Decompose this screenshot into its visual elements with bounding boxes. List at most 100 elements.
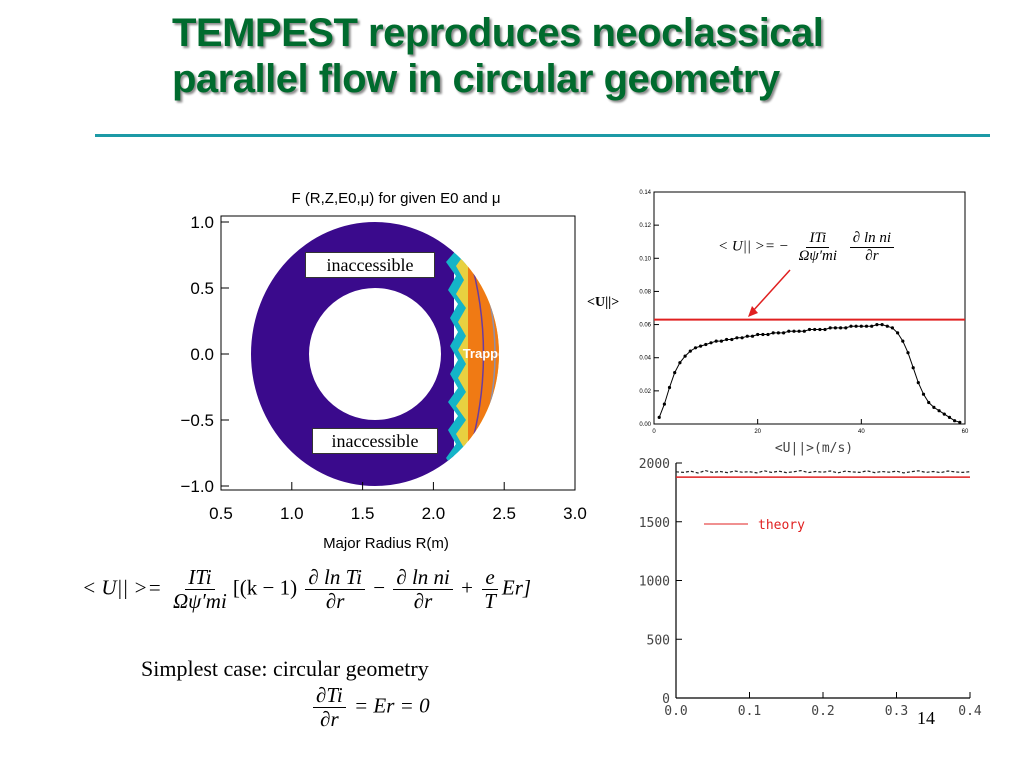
heatmap-y-tick-label: −0.5 xyxy=(180,411,214,430)
flow-profile-point xyxy=(864,324,869,328)
flow-profile-points xyxy=(657,323,962,424)
slide-title: TEMPEST reproduces neoclassical parallel… xyxy=(172,10,1002,102)
flow-profile-point xyxy=(901,339,905,343)
flow-history-y-tick-label: 1500 xyxy=(639,516,670,531)
flow-profile-point xyxy=(859,324,863,328)
flow-profile-point xyxy=(699,344,703,348)
flow-history-x-tick-label: 0.1 xyxy=(738,704,761,719)
main-eq-dn: ∂ ln ni ∂r xyxy=(393,565,453,614)
simple-case-equation: ∂Ti ∂r = Er = 0 xyxy=(310,683,430,732)
flow-history-series-line xyxy=(675,469,971,474)
flow-profile-y-tick-label: 0.14 xyxy=(639,190,651,196)
inset-fraction-1-den: Ωψ′mi xyxy=(798,247,838,264)
flow-profile-point xyxy=(813,327,817,332)
flow-profile-point xyxy=(693,346,698,350)
flow-profile-point xyxy=(844,326,848,330)
main-eq-er: Er] xyxy=(501,575,532,600)
flow-profile-point xyxy=(662,402,667,406)
flow-profile-point xyxy=(911,366,915,370)
flow-profile-point xyxy=(714,339,718,343)
main-eq-dT: ∂ ln Ti ∂r xyxy=(305,565,365,614)
flow-profile-point xyxy=(953,419,957,423)
heatmap-y-tick-label: −1.0 xyxy=(180,477,214,496)
main-eq-dn-num: ∂ ln ni xyxy=(393,565,453,591)
flow-profile-point xyxy=(792,329,796,333)
flow-profile-point xyxy=(823,327,827,332)
flow-profile-point xyxy=(828,326,832,330)
flow-history-x-tick-label: 0.2 xyxy=(811,704,834,719)
flow-profile-frame xyxy=(653,191,966,425)
inset-formula-lhs: < U|| >= − xyxy=(718,238,789,255)
main-eq-eT-den: T xyxy=(484,589,496,614)
flow-profile-point xyxy=(745,334,749,338)
inaccessible-label-top: inaccessible xyxy=(305,252,435,278)
simple-eq-fraction: ∂Ti ∂r xyxy=(313,683,346,732)
flow-profile-point xyxy=(719,339,724,343)
main-eq-eT: e T xyxy=(481,565,499,614)
flow-profile-annotation: <U||> xyxy=(587,295,619,310)
flow-profile-point xyxy=(725,337,729,342)
main-eq-fraction-den: Ωψ′mi xyxy=(172,589,227,614)
flow-profile-point xyxy=(807,327,812,332)
main-eq-dT-den: ∂r xyxy=(325,589,345,614)
flow-profile-point xyxy=(761,332,765,337)
inset-fraction-2-den: ∂r xyxy=(865,247,879,264)
main-eq-eT-num: e xyxy=(482,565,498,591)
flow-profile-point xyxy=(735,336,739,340)
flow-history-title: <U||>(m/s) xyxy=(775,441,853,456)
main-eq-bracket: [(k − 1) xyxy=(232,575,298,600)
inaccessible-label-bottom: inaccessible xyxy=(312,428,438,454)
flow-profile-point xyxy=(771,331,775,335)
flow-history-x-tick-label: 0.3 xyxy=(885,704,908,719)
flow-profile-y-tick-label: 0.12 xyxy=(639,223,651,229)
heatmap-y-tick-label: 0.5 xyxy=(190,279,214,298)
flow-profile-y-tick-label: 0.08 xyxy=(639,289,651,295)
title-divider xyxy=(95,134,990,137)
theory-arrow-head xyxy=(748,306,758,317)
flow-profile-point xyxy=(782,331,786,335)
flow-profile-point xyxy=(942,412,946,416)
flow-profile-point xyxy=(885,324,889,328)
flow-profile-y-tick-label: 0.10 xyxy=(639,256,651,262)
slide-title-line2: parallel flow in circular geometry xyxy=(172,57,780,101)
flow-history-x-ticks: 0.0 0.1 0.2 0.3 0.4 xyxy=(664,692,982,719)
flow-profile-y-tick-label: 0.06 xyxy=(639,323,651,329)
flow-profile-point xyxy=(849,324,853,328)
trapped-label: Trapped xyxy=(463,346,514,361)
main-eq-minus: − xyxy=(373,575,386,600)
inset-formula: < U|| >= − ITi Ωψ′mi ∂ ln ni ∂r xyxy=(718,230,897,264)
simple-eq-den: ∂r xyxy=(320,707,339,732)
flow-profile-y-tick-label: 0.04 xyxy=(639,356,651,362)
page-number: 14 xyxy=(917,708,935,728)
heatmap-y-tick-label: 1.0 xyxy=(190,213,214,232)
heatmap-x-tick-label: 2.0 xyxy=(422,504,446,523)
heatmap-x-tick-label: 2.5 xyxy=(492,504,516,523)
main-eq-dT-num: ∂ ln Ti xyxy=(305,565,365,591)
flow-history-x-tick-label: 0.0 xyxy=(664,704,687,719)
theory-arrow-shaft xyxy=(751,269,791,313)
slide-title-line1: TEMPEST reproduces neoclassical xyxy=(172,11,824,55)
heatmap-x-tick-label: 3.0 xyxy=(563,504,587,523)
flow-history-backdrop xyxy=(620,455,1010,720)
main-eq-dn-den: ∂r xyxy=(413,589,433,614)
flow-history-x-tick-label: 0.4 xyxy=(958,704,982,719)
flow-profile-point xyxy=(854,324,858,328)
flow-profile-point xyxy=(756,332,760,337)
legend-theory-label: theory xyxy=(758,518,805,533)
flow-profile-point xyxy=(766,332,770,337)
flow-profile-point xyxy=(927,400,931,405)
flow-profile-x-tick-label: 60 xyxy=(962,429,969,435)
flow-profile-point xyxy=(673,371,677,375)
flow-profile-point xyxy=(667,385,672,390)
heatmap-x-tick-label: 1.5 xyxy=(351,504,375,523)
flow-profile-point xyxy=(797,329,801,333)
flow-profile-point xyxy=(839,326,843,330)
flow-profile-point xyxy=(958,420,962,424)
main-eq-plus: + xyxy=(461,575,473,600)
inset-fraction-2-num: ∂ ln ni xyxy=(849,230,895,248)
flow-profile-point xyxy=(704,342,708,347)
flow-profile-x-tick-label: 0 xyxy=(652,429,656,435)
heatmap-figure: F (R,Z,E0,μ) for given E0 and μ Trapped … xyxy=(180,190,586,552)
flow-profile-point xyxy=(740,336,744,340)
